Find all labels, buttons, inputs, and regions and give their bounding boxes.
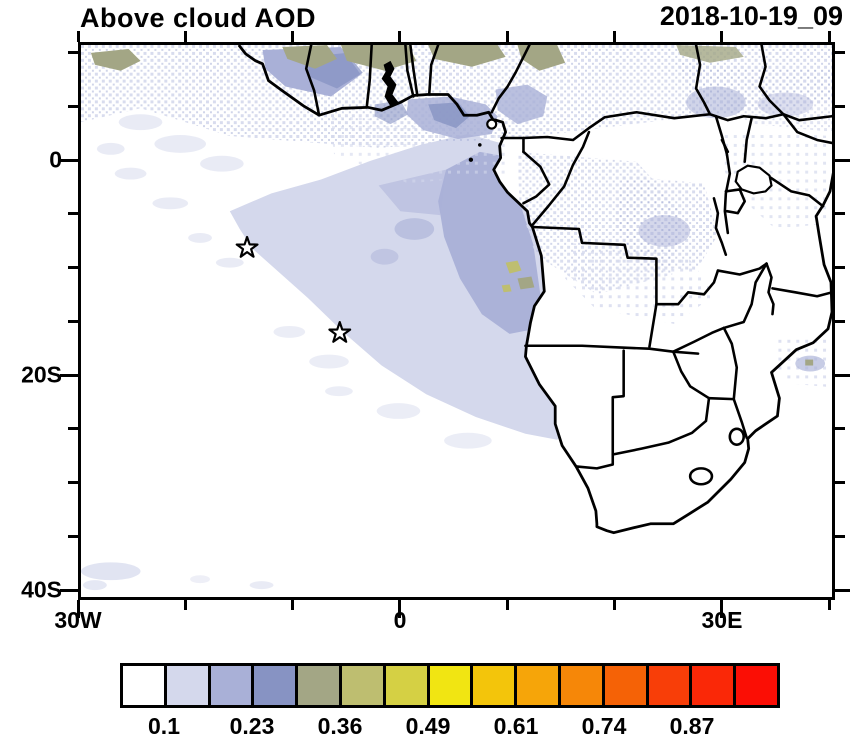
colorbar-cell: [385, 666, 427, 705]
colorbar-cell: [166, 666, 208, 705]
lake-volta: [381, 60, 399, 107]
star-marker-1: [235, 235, 259, 258]
y-tick-left: [60, 588, 78, 592]
y-tick-right: [835, 534, 845, 538]
colorbar-cell: [429, 666, 471, 705]
y-tick-left: [60, 158, 78, 162]
colorbar-tick-label: 0.87: [669, 713, 715, 739]
colorbar-tick-label: 0.61: [493, 713, 539, 739]
x-axis-label: 0: [393, 607, 407, 633]
ocean-aod-shading: [81, 114, 569, 591]
colorbar: [120, 663, 780, 708]
mozambique-channel-patch: [773, 333, 832, 388]
y-tick-left: [68, 481, 78, 484]
x-tick-bottom: [613, 600, 617, 610]
colorbar-cell: [604, 666, 646, 705]
colorbar-tick-label: 0.1: [148, 713, 180, 739]
x-tick-top: [827, 31, 831, 42]
y-tick-left: [68, 534, 78, 538]
nw-ocean-wisps: [96, 114, 244, 268]
lake-albert: [720, 138, 730, 154]
page-title: Above cloud AOD: [80, 3, 317, 33]
y-tick-left: [68, 104, 78, 108]
y-tick-right: [835, 373, 850, 377]
olive-patches-north-band: [90, 45, 744, 71]
y-axis-label: 40S: [21, 576, 62, 603]
colorbar-cell: [517, 666, 558, 705]
y-tick-left: [68, 212, 78, 216]
lake-malawi: [765, 262, 775, 316]
y-tick-right: [835, 51, 845, 54]
colorbar-cell: [341, 666, 383, 705]
x-tick-bottom: [183, 600, 187, 610]
star-marker-2: [328, 321, 352, 343]
sao-tome-island: [468, 157, 474, 162]
x-tick-top: [613, 31, 617, 42]
y-tick-right: [835, 158, 850, 162]
y-tick-left: [68, 319, 78, 323]
x-tick-top: [76, 31, 80, 42]
colorbar-cell: [736, 666, 777, 705]
lake-victoria: [734, 164, 773, 195]
timestamp-label: 2018-10-19_09: [659, 1, 843, 31]
lakes-and-islands: [381, 60, 775, 316]
colorbar-tick-label: 0.36: [317, 713, 363, 739]
colorbar-cell: [648, 666, 690, 705]
y-tick-left: [60, 373, 78, 377]
colorbar-tick-label: 0.74: [581, 713, 627, 739]
y-tick-right: [835, 319, 845, 323]
africa-landmass: [238, 45, 832, 533]
x-axis-label: 30W: [54, 607, 102, 633]
y-tick-left: [68, 266, 78, 269]
colorbar-cell: [298, 666, 339, 705]
y-tick-right: [835, 481, 845, 484]
coastline: [237, 45, 832, 535]
y-tick-right: [835, 427, 845, 431]
colorbar-cell: [123, 666, 164, 705]
y-axis-label: 0: [49, 146, 62, 173]
x-tick-bottom: [827, 600, 831, 610]
colorbar-tick-label: 0.49: [405, 713, 451, 739]
y-axis-label: 20S: [21, 361, 62, 388]
x-tick-bottom: [398, 600, 402, 618]
x-tick-top: [505, 31, 509, 42]
x-tick-top: [720, 31, 724, 42]
aod-map: [81, 45, 832, 591]
y-tick-right: [835, 588, 850, 592]
x-tick-bottom: [720, 600, 724, 618]
y-tick-right: [835, 266, 845, 269]
y-tick-left: [68, 427, 78, 431]
sheet-edge-wisps: [273, 325, 492, 449]
star-markers: [235, 235, 352, 343]
y-tick-left: [68, 51, 78, 54]
colorbar-cell: [473, 666, 515, 705]
colorbar-cell: [560, 666, 602, 705]
map-plot-area: [78, 42, 835, 600]
colorbar-cell: [692, 666, 734, 705]
colorbar-tick-label: 0.23: [229, 713, 275, 739]
x-tick-top: [291, 31, 295, 42]
lake-tanganyika: [712, 197, 728, 257]
principe-island: [478, 143, 482, 147]
x-tick-top: [183, 31, 187, 42]
colorbar-cell: [254, 666, 296, 705]
sw-corner-wisps: [81, 562, 274, 591]
colorbar-cell: [210, 666, 252, 705]
x-tick-top: [398, 31, 402, 42]
y-tick-right: [835, 104, 845, 108]
x-tick-bottom: [291, 600, 295, 610]
x-tick-bottom: [76, 600, 80, 618]
country-borders: [304, 45, 832, 486]
bioko-island: [486, 118, 498, 130]
land-and-coastal-aod-shading: [81, 45, 832, 388]
x-axis-label: 30E: [701, 607, 743, 633]
x-tick-bottom: [505, 600, 509, 610]
y-tick-right: [835, 212, 845, 216]
